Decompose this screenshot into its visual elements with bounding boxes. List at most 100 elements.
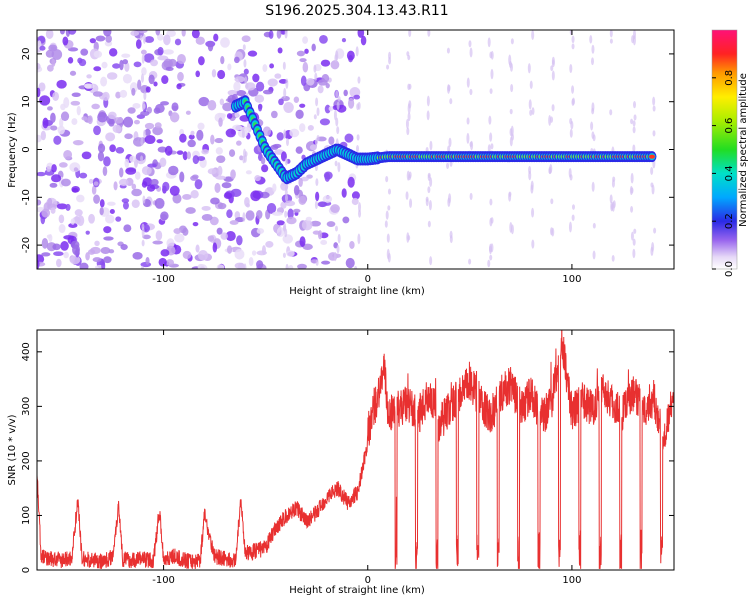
spectrogram-noise-blob <box>185 207 196 214</box>
spectrogram-streak-blob <box>550 198 554 205</box>
spectrogram-streak-blob <box>589 35 593 44</box>
spectrogram-noise-blob <box>157 46 164 56</box>
spectrogram-noise-blob <box>232 124 243 131</box>
spectrogram-ytick-label: -10 <box>21 189 32 205</box>
spectrogram-noise-blob <box>217 113 226 118</box>
spectrogram-noise-blob <box>169 112 180 123</box>
spectrogram-noise-blob <box>135 171 141 180</box>
spectrogram-noise-blob <box>192 222 199 227</box>
spectrogram-noise-blob <box>68 223 78 228</box>
spectrogram-streak-blob <box>609 109 613 116</box>
spectrogram-noise-blob <box>37 259 40 269</box>
spectrogram-noise-blob <box>194 179 203 190</box>
spectrogram-noise-blob <box>152 126 163 136</box>
spectrogram-noise-blob <box>266 202 277 214</box>
spectrogram-noise-blob <box>217 202 227 210</box>
spectrogram-streak-blob <box>630 231 634 241</box>
spectrogram-streak-blob <box>409 198 413 209</box>
spectrogram-streak-blob <box>528 99 532 110</box>
spectrogram-noise-blob <box>67 57 74 64</box>
spectrogram-streak-blob <box>571 98 575 106</box>
spectrogram-streak-blob <box>405 118 409 129</box>
spectrogram-streak-blob <box>489 88 493 94</box>
spectrogram-noise-blob <box>164 145 173 156</box>
spectrogram-streak-blob <box>447 84 451 92</box>
spectrogram-noise-blob <box>102 166 108 177</box>
spectrogram-noise-blob <box>100 247 111 254</box>
spectrogram-noise-blob <box>215 147 223 155</box>
spectrogram-streak-blob <box>652 105 656 112</box>
spectrogram-streak-blob <box>629 185 633 196</box>
spectrogram-streak-blob <box>283 129 287 139</box>
colorbar-tick-label: 0.0 <box>724 261 735 277</box>
spectrogram-noise-blob <box>262 64 268 73</box>
spectrogram-noise-blob <box>150 59 158 67</box>
spectrogram-noise-blob <box>245 170 252 175</box>
spectrogram-streak-blob <box>632 144 636 153</box>
spectrogram-noise-blob <box>270 110 278 119</box>
spectrogram-streak-blob <box>509 222 513 233</box>
spectrogram-noise-blob <box>217 165 223 176</box>
spectrogram-streak-blob <box>315 97 319 107</box>
spectrogram-noise-blob <box>243 68 249 75</box>
spectrogram-streak-blob <box>591 131 595 140</box>
spectrogram-noise-blob <box>302 243 313 250</box>
spectrogram-noise-blob <box>304 48 309 54</box>
spectrogram-noise-blob <box>91 185 97 195</box>
spectrogram-streak-blob <box>469 47 473 58</box>
spectrogram-streak-blob <box>357 76 361 84</box>
spectrogram-noise-blob <box>176 150 184 155</box>
spectrogram-noise-blob <box>262 89 273 95</box>
spectrogram-noise-blob <box>293 185 300 196</box>
spectrogram-noise-blob <box>210 134 215 145</box>
spectrogram-noise-blob <box>103 156 111 167</box>
spectrogram-streak-blob <box>284 157 288 166</box>
spectrogram-noise-blob <box>182 250 192 259</box>
spectrogram-noise-blob <box>162 49 174 55</box>
spectrogram-streak-blob <box>336 126 340 135</box>
spectrogram-noise-blob <box>179 171 185 183</box>
spectrogram-streak-blob <box>386 64 390 70</box>
spectrogram-noise-blob <box>226 113 233 119</box>
spectrogram-noise-blob <box>141 181 148 188</box>
spectrogram-streak-blob <box>141 53 145 64</box>
spectrogram-background <box>37 30 674 269</box>
spectrogram-streak-blob <box>354 265 358 269</box>
spectrogram-noise-blob <box>171 102 179 112</box>
spectrogram-streak-blob <box>609 194 613 204</box>
spectrogram-noise-blob <box>101 261 106 269</box>
spectrogram-streak-blob <box>590 57 594 66</box>
spectrogram-noise-blob <box>59 30 65 35</box>
spectrogram-noise-blob <box>169 185 180 196</box>
spectrogram-ytick-label: -20 <box>21 237 32 253</box>
spectrogram-noise-blob <box>174 233 185 243</box>
spectrogram-noise-blob <box>234 216 245 223</box>
spectrogram-noise-blob <box>144 134 156 145</box>
spectrogram-noise-blob <box>235 90 247 97</box>
spectrogram-streak-blob <box>551 70 555 81</box>
spectrogram-streak-blob <box>633 114 637 121</box>
spectrogram-noise-blob <box>181 30 186 37</box>
spectrogram-streak-blob <box>284 210 288 218</box>
spectrogram-noise-blob <box>46 166 51 172</box>
spectrogram-noise-blob <box>92 91 103 97</box>
spectrogram-noise-blob <box>52 91 60 102</box>
snr-ytick-label: 400 <box>21 342 32 361</box>
spectrogram-streak-blob <box>316 107 320 117</box>
spectrogram-streak-blob <box>241 129 245 139</box>
spectrogram-noise-blob <box>146 184 156 192</box>
spectrogram-streak-blob <box>531 107 535 116</box>
spectrogram-noise-blob <box>306 77 315 86</box>
spectrogram-streak-blob <box>244 76 248 84</box>
spectrogram-noise-blob <box>161 75 169 85</box>
spectrogram-noise-blob <box>123 224 132 233</box>
spectrogram-streak-blob <box>569 117 573 125</box>
spectrogram-streak-blob <box>141 239 145 247</box>
ridge-core-blob <box>648 154 655 159</box>
spectrogram-noise-blob <box>214 138 224 144</box>
spectrogram-noise-blob <box>69 255 81 265</box>
spectrogram-noise-blob <box>49 182 58 188</box>
spectrogram-ytick-label: 0 <box>21 146 32 152</box>
spectrogram-noise-blob <box>267 78 278 87</box>
spectrogram-streak-blob <box>285 263 289 269</box>
